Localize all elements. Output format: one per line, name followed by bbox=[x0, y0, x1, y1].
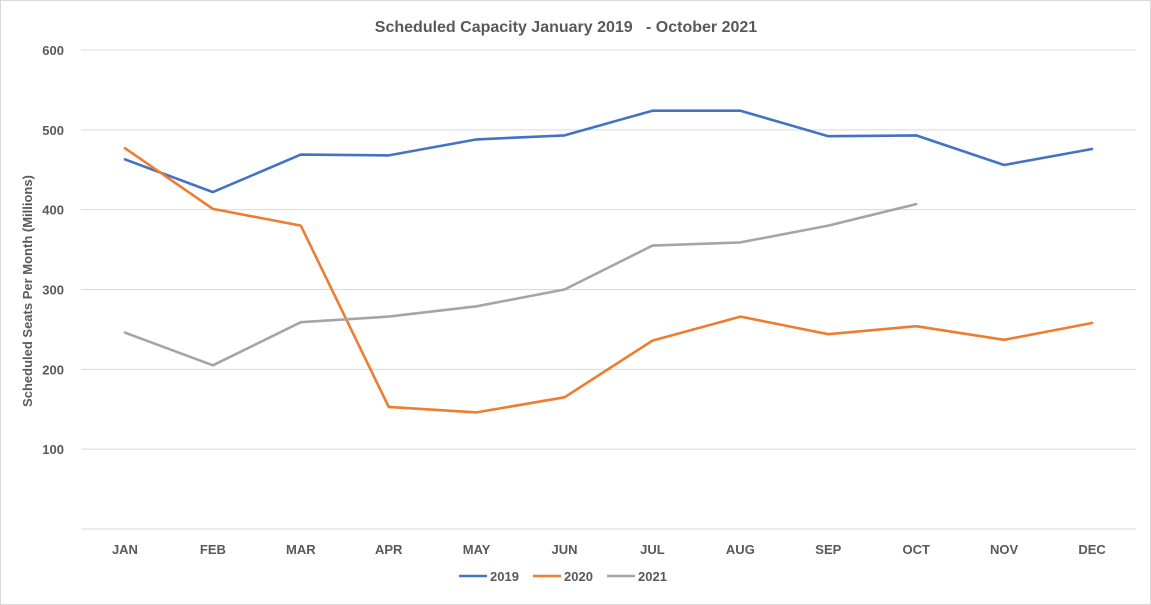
legend-label-2021: 2021 bbox=[638, 569, 667, 584]
y-tick-label: 500 bbox=[42, 123, 64, 138]
x-tick-label: JUN bbox=[552, 542, 578, 557]
x-tick-label: AUG bbox=[726, 542, 755, 557]
x-tick-label: DEC bbox=[1078, 542, 1106, 557]
x-tick-label: SEP bbox=[815, 542, 841, 557]
legend: 2019 2020 2021 bbox=[459, 569, 667, 584]
x-tick-label: OCT bbox=[902, 542, 930, 557]
legend-label-2019: 2019 bbox=[490, 569, 519, 584]
series-lines bbox=[123, 109, 1094, 414]
series-line-2021 bbox=[123, 202, 918, 367]
y-tick-label: 600 bbox=[42, 43, 64, 58]
x-tick-label: JAN bbox=[112, 542, 138, 557]
y-tick-labels: 100 200 300 400 500 600 bbox=[42, 43, 64, 457]
x-tick-label: NOV bbox=[990, 542, 1019, 557]
legend-label-2020: 2020 bbox=[564, 569, 593, 584]
y-axis-label: Scheduled Seats Per Month (Millions) bbox=[20, 175, 35, 407]
series-line-2020 bbox=[123, 146, 1094, 414]
x-tick-label: FEB bbox=[200, 542, 226, 557]
chart-title: Scheduled Capacity January 2019 - Octobe… bbox=[375, 19, 757, 36]
x-tick-label: MAR bbox=[286, 542, 316, 557]
gridlines bbox=[81, 49, 1136, 530]
y-tick-label: 200 bbox=[42, 362, 64, 377]
x-tick-label: MAY bbox=[463, 542, 491, 557]
y-tick-label: 300 bbox=[42, 283, 64, 298]
series-line-2019 bbox=[123, 109, 1094, 194]
x-tick-label: APR bbox=[375, 542, 403, 557]
y-tick-label: 100 bbox=[42, 442, 64, 457]
y-tick-label: 400 bbox=[42, 203, 64, 218]
x-tick-label: JUL bbox=[640, 542, 665, 557]
x-tick-labels: JAN FEB MAR APR MAY JUN JUL AUG SEP OCT NOV DEC bbox=[112, 542, 1106, 557]
